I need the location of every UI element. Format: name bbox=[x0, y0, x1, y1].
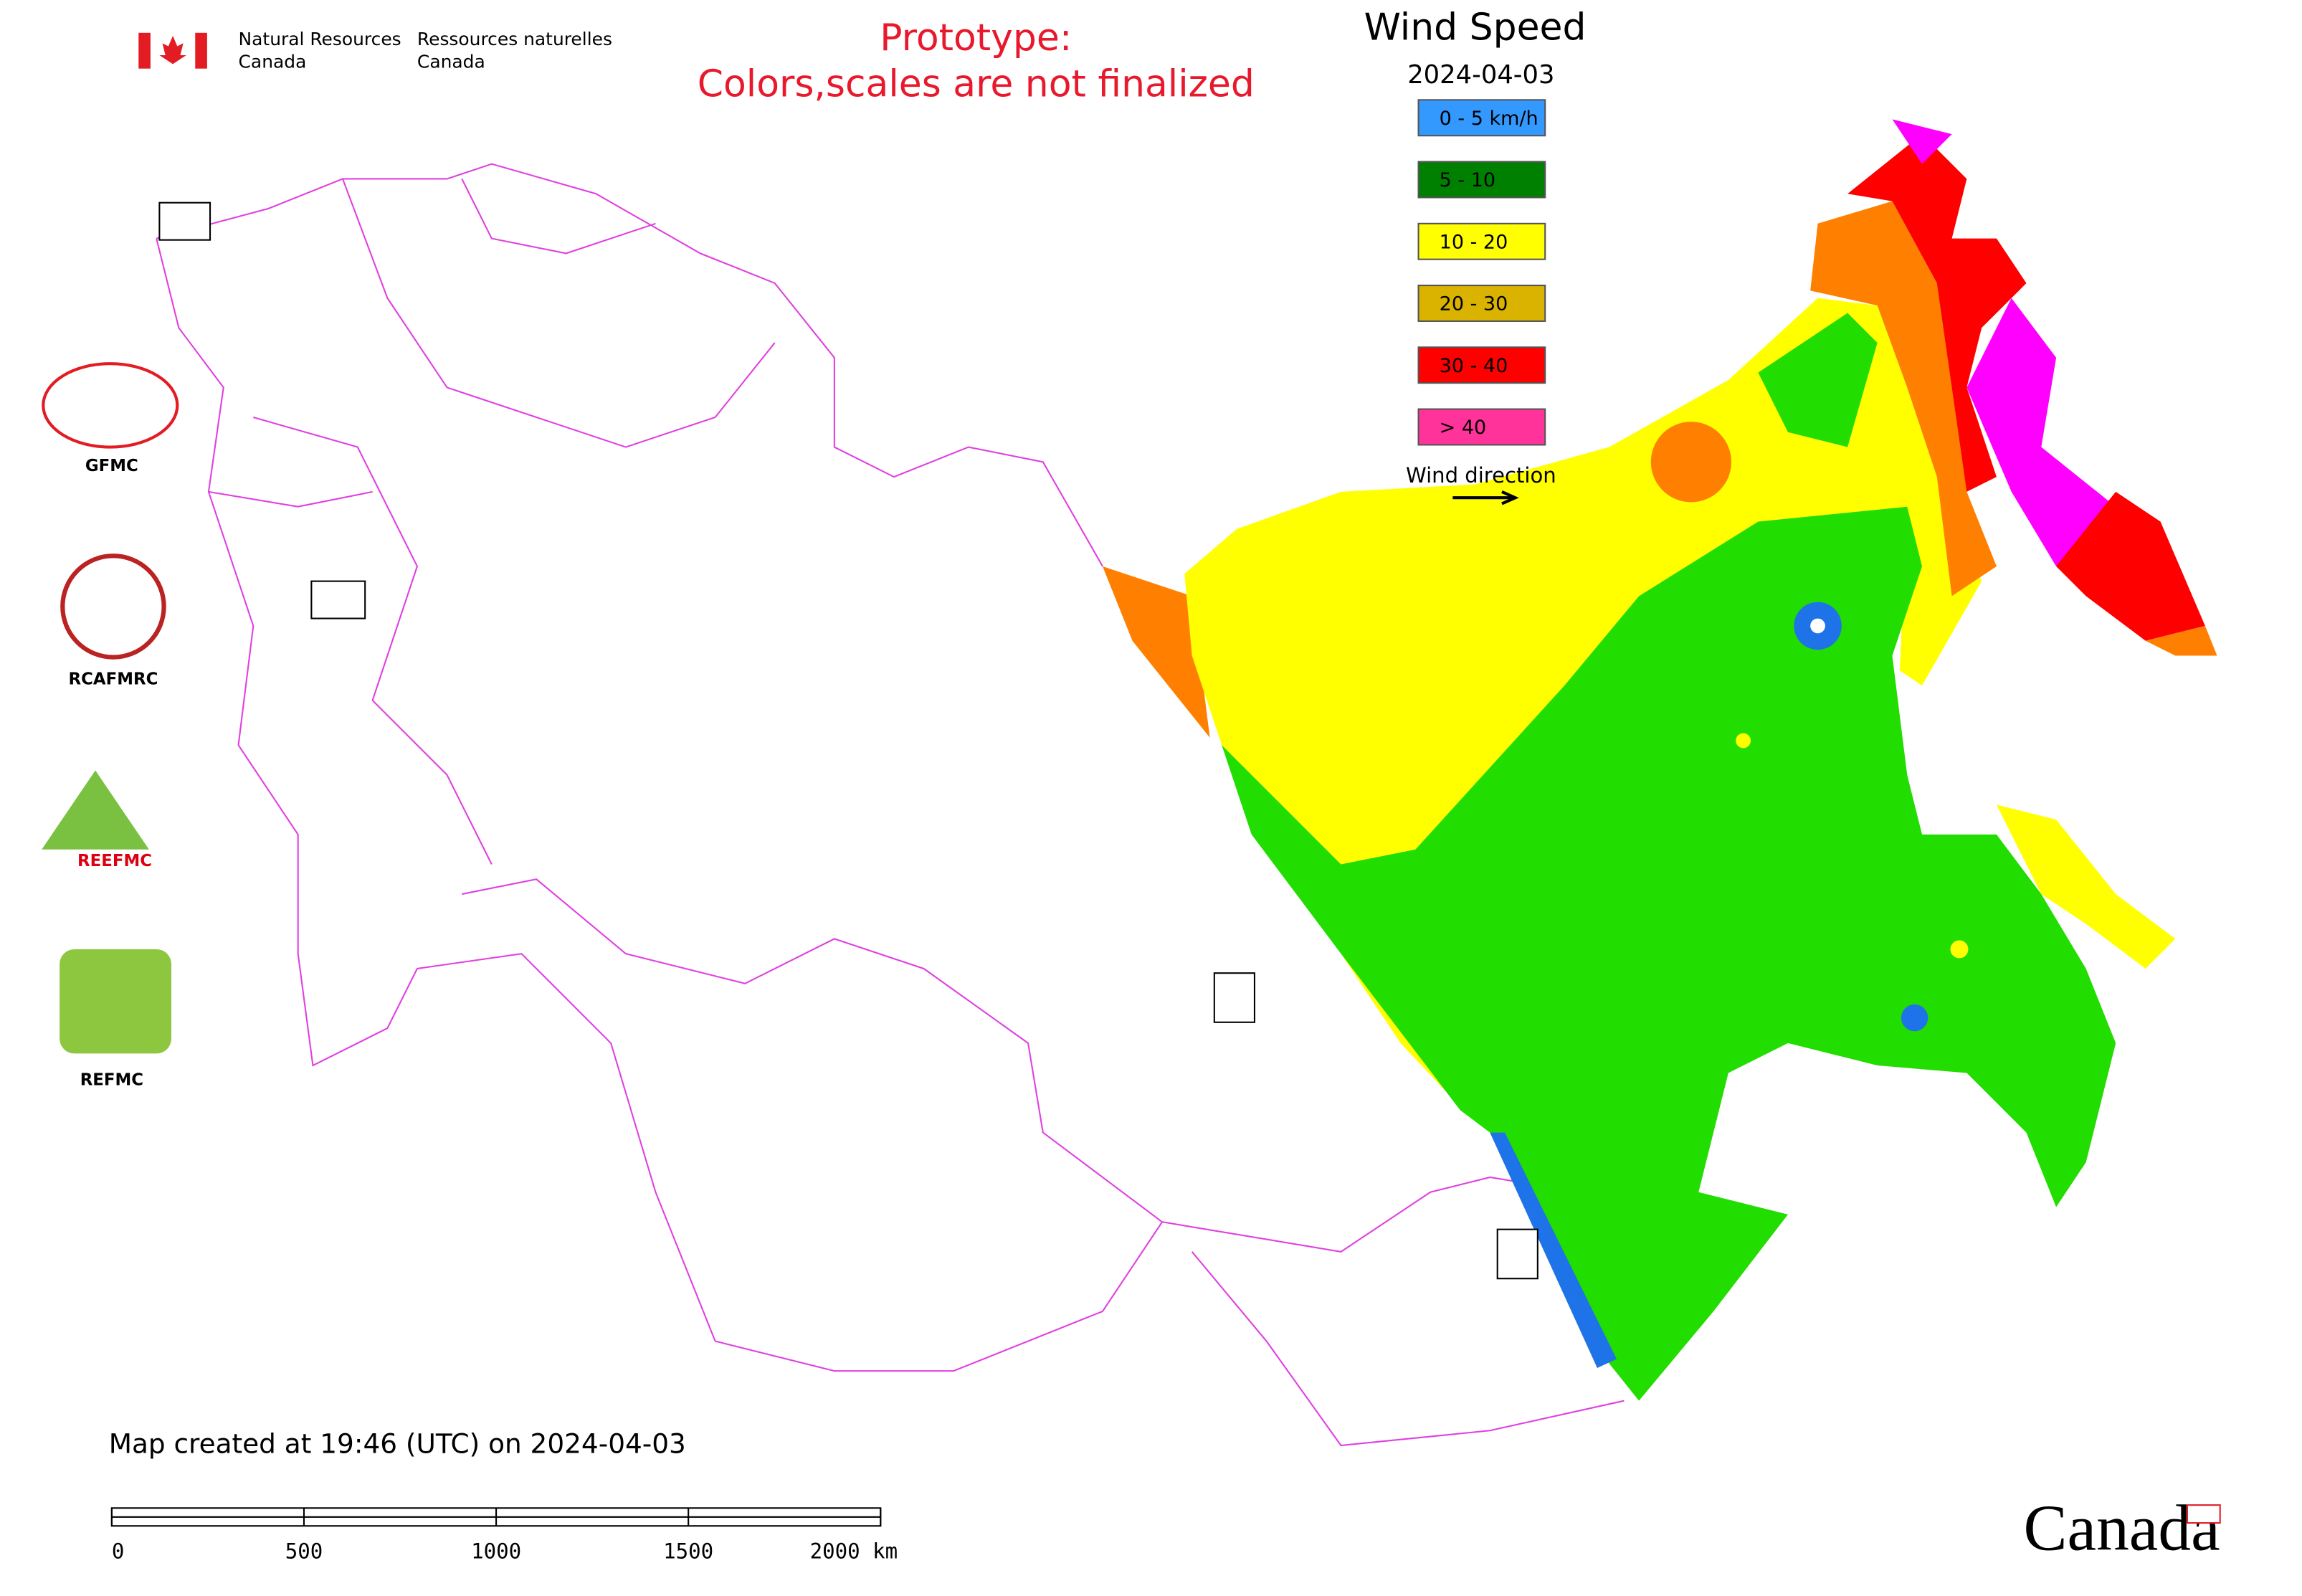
zone-yellow bbox=[1996, 804, 2176, 969]
zone-orange bbox=[1810, 201, 1997, 597]
legend-label: 0 - 5 km/h bbox=[1440, 108, 1538, 130]
zone-blue bbox=[1901, 1004, 1928, 1032]
gov-header: Natural Resources Canada Ressources natu… bbox=[138, 29, 612, 72]
zone-green bbox=[1222, 506, 2116, 1401]
legend-title: Wind Speed bbox=[1364, 6, 1587, 49]
org-text: Canada bbox=[239, 51, 307, 72]
legend-swatch bbox=[1417, 161, 1546, 199]
logo-reefmc bbox=[42, 770, 149, 850]
zone-green bbox=[1758, 313, 1878, 447]
scale-label: 1000 bbox=[471, 1539, 521, 1564]
legend-label: 30 - 40 bbox=[1440, 355, 1508, 377]
logo-gfmc bbox=[42, 362, 179, 449]
legend-label: 10 - 20 bbox=[1440, 231, 1508, 253]
zone-magenta bbox=[1966, 298, 2116, 566]
zone-orange bbox=[2145, 625, 2217, 656]
logo-label: GFMC bbox=[85, 457, 138, 475]
wind-direction-label: Wind direction bbox=[1406, 463, 1556, 488]
flag-bar bbox=[195, 32, 207, 69]
legend-swatch bbox=[1417, 408, 1546, 446]
map-logo bbox=[1213, 972, 1255, 1023]
logo-label: REEFMC bbox=[77, 852, 152, 870]
zone-blue bbox=[1490, 1132, 1617, 1368]
canada-wordmark: Canada bbox=[2024, 1492, 2220, 1564]
legend-label: 20 - 30 bbox=[1440, 293, 1508, 315]
logo-label: REFMC bbox=[80, 1070, 143, 1089]
legend-swatch bbox=[1417, 99, 1546, 137]
scale-label: 1500 bbox=[663, 1539, 713, 1564]
scale-label: 500 bbox=[285, 1539, 323, 1564]
map-logo bbox=[1496, 1228, 1538, 1280]
notice: Prototype: bbox=[880, 16, 1072, 60]
wordmark-flag bbox=[2186, 1504, 2221, 1524]
zone-orange bbox=[1102, 566, 1210, 738]
legend-swatch bbox=[1417, 222, 1546, 260]
org-text: Canada bbox=[417, 51, 485, 72]
logo-refmc bbox=[60, 949, 172, 1054]
legend-date: 2024-04-03 bbox=[1407, 60, 1554, 90]
legend-label: 5 - 10 bbox=[1440, 169, 1495, 191]
lake bbox=[1810, 618, 1825, 634]
zone-red bbox=[1847, 134, 2027, 492]
logo-label: RCAFMRC bbox=[69, 670, 158, 688]
legend-swatch bbox=[1417, 346, 1546, 384]
legend-label: > 40 bbox=[1440, 417, 1487, 439]
zone-orange bbox=[1650, 422, 1732, 503]
legend-swatch bbox=[1417, 285, 1546, 322]
logo-rcafmrc bbox=[60, 554, 166, 660]
org-text: Ressources naturelles bbox=[417, 29, 612, 49]
wind-zones bbox=[1102, 119, 2217, 1401]
logos: GFMC RCAFMRC REEFMC REFMC bbox=[42, 201, 1538, 1280]
maple-leaf bbox=[159, 35, 186, 65]
zone-red bbox=[2056, 491, 2205, 641]
scale-label: 0 bbox=[112, 1539, 125, 1564]
created-note: Map created at 19:46 (UTC) on 2024-04-03 bbox=[109, 1428, 686, 1460]
zone-yellow bbox=[1736, 733, 1751, 749]
map-logo bbox=[310, 580, 366, 619]
map-logo bbox=[158, 201, 211, 241]
legend: 0 - 5 km/h 5 - 10 10 - 20 20 - 30 30 - 40 > 4… bbox=[1417, 99, 1546, 446]
wind-arrow bbox=[1452, 490, 1519, 505]
zone-yellow bbox=[1950, 940, 1969, 959]
admin-boundaries bbox=[156, 163, 1640, 1447]
org-text: Natural Resources bbox=[239, 29, 401, 49]
notice: Colors,scales are not finalized bbox=[698, 63, 1255, 106]
zone-yellow bbox=[1184, 298, 1982, 865]
zone-magenta bbox=[1892, 119, 1952, 164]
scale-bar: 0 500 1000 1500 2000 km bbox=[110, 1507, 898, 1564]
flag-bar bbox=[138, 32, 151, 69]
scale-label: 2000 km bbox=[810, 1539, 898, 1564]
